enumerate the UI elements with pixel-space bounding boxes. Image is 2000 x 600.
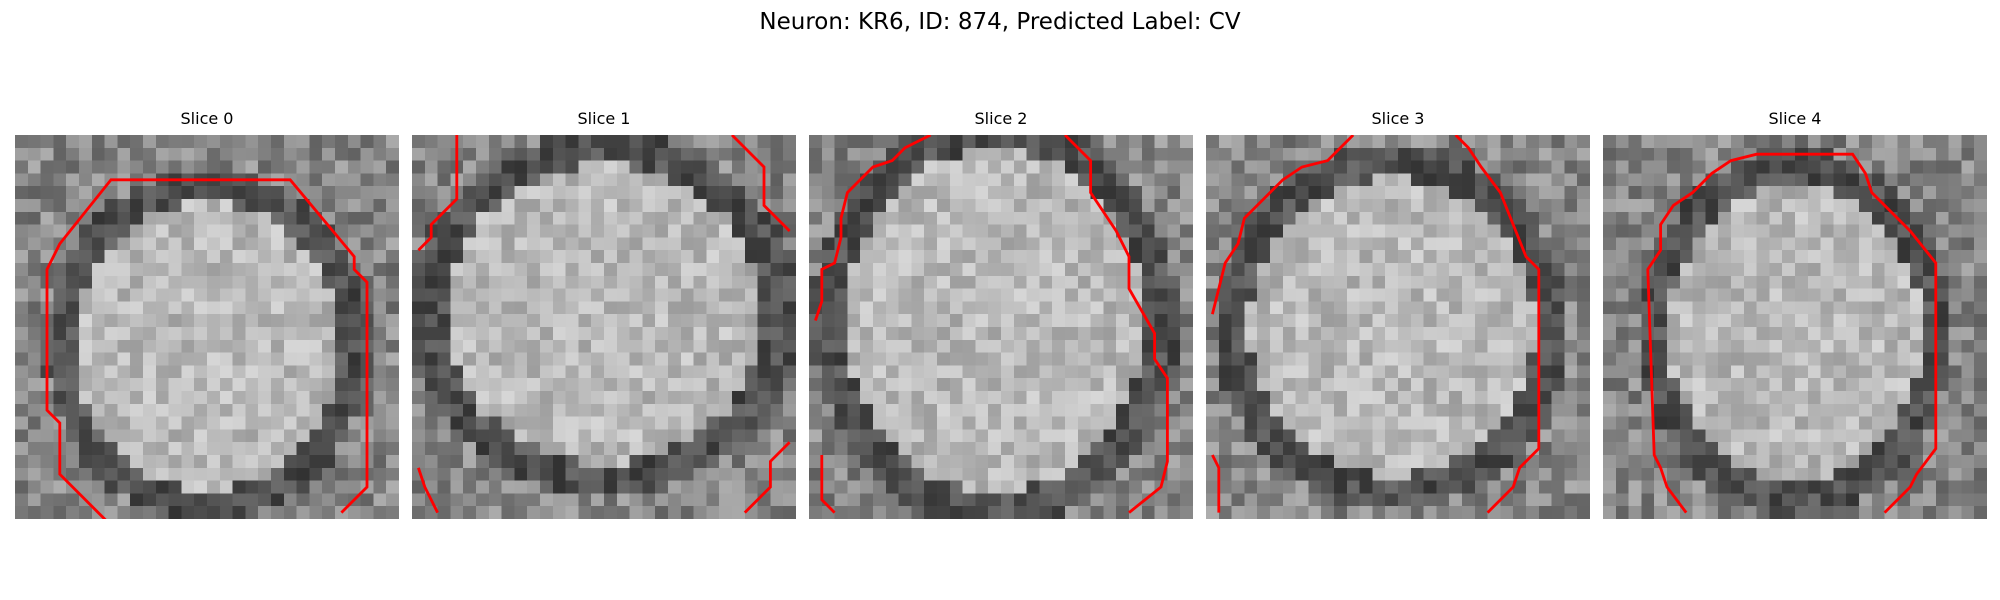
pixel-texture [1206,135,1590,519]
figure-title: Neuron: KR6, ID: 874, Predicted Label: C… [759,9,1241,35]
slice-image [412,135,796,519]
boundary-contour [45,178,369,519]
slice-title: Slice 3 [1371,109,1425,128]
boundary-contour [417,467,439,514]
slice-image [1206,135,1590,519]
slice-image [15,135,399,519]
boundary-contour [1064,135,1169,514]
boundary-contour [1454,135,1541,514]
slice-title: Slice 4 [1768,109,1822,128]
pixel-texture [1603,135,1987,519]
slice-image [1603,135,1987,519]
slice-image [809,135,1193,519]
boundary-contour [731,135,791,232]
boundary-contour [1646,152,1938,514]
pixel-texture [15,135,399,519]
boundary-contour [743,441,791,514]
boundary-contour [820,455,836,514]
pixel-texture [412,135,796,519]
boundary-contour [417,135,459,252]
slice-title: Slice 0 [180,109,234,128]
slice-title: Slice 2 [974,109,1028,128]
slice-title: Slice 1 [577,109,631,128]
boundary-contour [814,135,932,322]
boundary-contour [1211,454,1221,513]
pixel-texture [809,135,1193,519]
boundary-contour [1211,135,1355,315]
